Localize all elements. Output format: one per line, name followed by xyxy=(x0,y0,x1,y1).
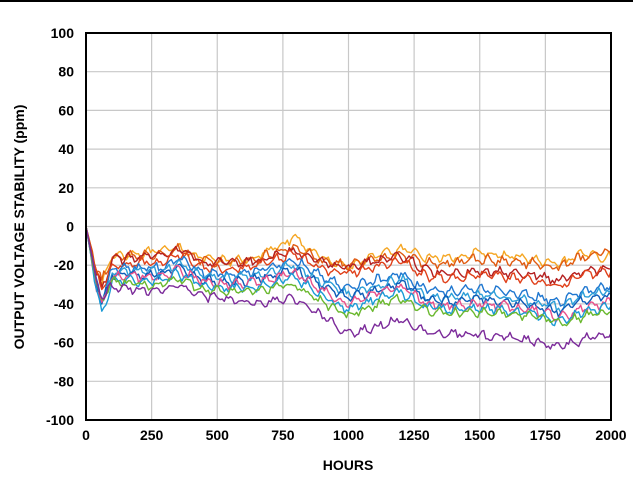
series-line xyxy=(85,226,612,350)
series-line xyxy=(85,226,612,327)
y-tick-label: -100 xyxy=(46,412,74,428)
x-tick-label: 2000 xyxy=(595,427,626,443)
series-line xyxy=(85,226,612,291)
x-tick-labels: 0 250 500 750 1000 1250 1500 1750 2000 xyxy=(82,427,627,443)
top-rule xyxy=(0,0,633,2)
y-tick-label: 40 xyxy=(58,141,74,157)
y-tick-label: -60 xyxy=(54,335,74,351)
x-axis-label: HOURS xyxy=(323,457,374,473)
y-tick-label: -20 xyxy=(54,257,74,273)
series-line xyxy=(85,226,612,281)
y-tick-label: 20 xyxy=(58,180,74,196)
y-tick-labels: 100 80 60 40 20 0 -20 -40 -60 -80 -100 xyxy=(46,25,74,428)
series-line xyxy=(85,226,612,307)
x-tick-label: 0 xyxy=(82,427,90,443)
y-tick-label: -40 xyxy=(54,296,74,312)
x-tick-label: 750 xyxy=(271,427,295,443)
y-tick-label: 60 xyxy=(58,102,74,118)
y-tick-label: -80 xyxy=(54,373,74,389)
plot-frame xyxy=(85,32,612,421)
x-tick-label: 500 xyxy=(206,427,230,443)
x-tick-label: 1250 xyxy=(399,427,430,443)
series-line xyxy=(85,226,612,327)
gridlines xyxy=(86,33,611,420)
y-tick-label: 100 xyxy=(51,25,75,41)
y-tick-label: 80 xyxy=(58,64,74,80)
x-tick-label: 1500 xyxy=(464,427,495,443)
y-axis-label: OUTPUT VOLTAGE STABILITY (ppm) xyxy=(11,105,27,350)
x-tick-label: 1750 xyxy=(530,427,561,443)
x-tick-label: 250 xyxy=(140,427,164,443)
y-tick-label: 0 xyxy=(66,219,74,235)
x-tick-label: 1000 xyxy=(333,427,364,443)
series-lines xyxy=(85,226,612,350)
